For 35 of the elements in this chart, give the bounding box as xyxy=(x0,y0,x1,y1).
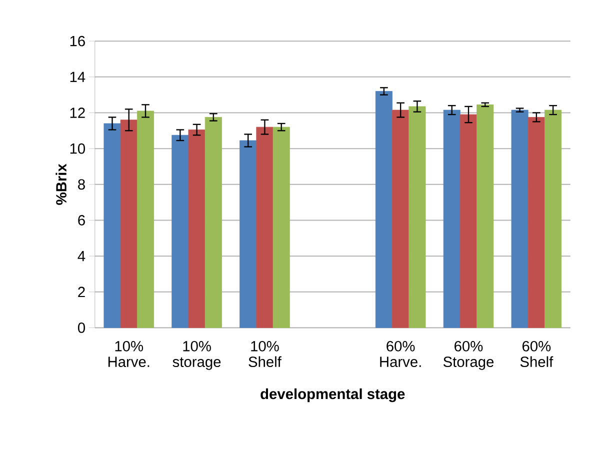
bar xyxy=(443,110,460,328)
bar xyxy=(375,91,392,328)
x-tick-label: 10% Shelf xyxy=(248,340,282,368)
bar xyxy=(240,140,257,328)
y-tick-label: 14 xyxy=(70,72,86,82)
y-tick-label: 8 xyxy=(78,179,85,190)
bar xyxy=(136,110,154,328)
y-tick-label: 2 xyxy=(78,286,85,298)
x-tick-label: 10% Harve. xyxy=(108,340,150,368)
bar xyxy=(544,110,562,328)
y-tick-label: 16 xyxy=(70,36,85,46)
bar xyxy=(476,104,494,328)
x-tick-label: 60% Harve. xyxy=(380,340,421,368)
y-axis-title: %Brix xyxy=(56,164,66,205)
bar xyxy=(272,126,290,328)
bar xyxy=(188,130,206,328)
y-tick-label: 6 xyxy=(78,215,85,226)
bar xyxy=(172,134,189,328)
y-tick-label: 10 xyxy=(70,143,85,154)
bar xyxy=(256,126,274,328)
x-tick-label: 60% Shelf xyxy=(520,340,554,368)
bar xyxy=(511,110,528,328)
bar xyxy=(104,123,121,328)
bar xyxy=(120,120,138,328)
bar xyxy=(392,110,410,328)
x-tick-label: 10% storage xyxy=(172,340,221,370)
x-tick-label: 60% Storage xyxy=(443,340,494,370)
bar xyxy=(460,114,478,328)
y-tick-label: 0 xyxy=(78,322,85,333)
y-tick-label: 4 xyxy=(78,251,86,262)
y-tick-label: 12 xyxy=(70,108,85,118)
bar xyxy=(204,117,222,328)
bar xyxy=(408,106,426,328)
x-axis-title: developmental stage xyxy=(260,388,405,402)
bar xyxy=(528,117,545,328)
